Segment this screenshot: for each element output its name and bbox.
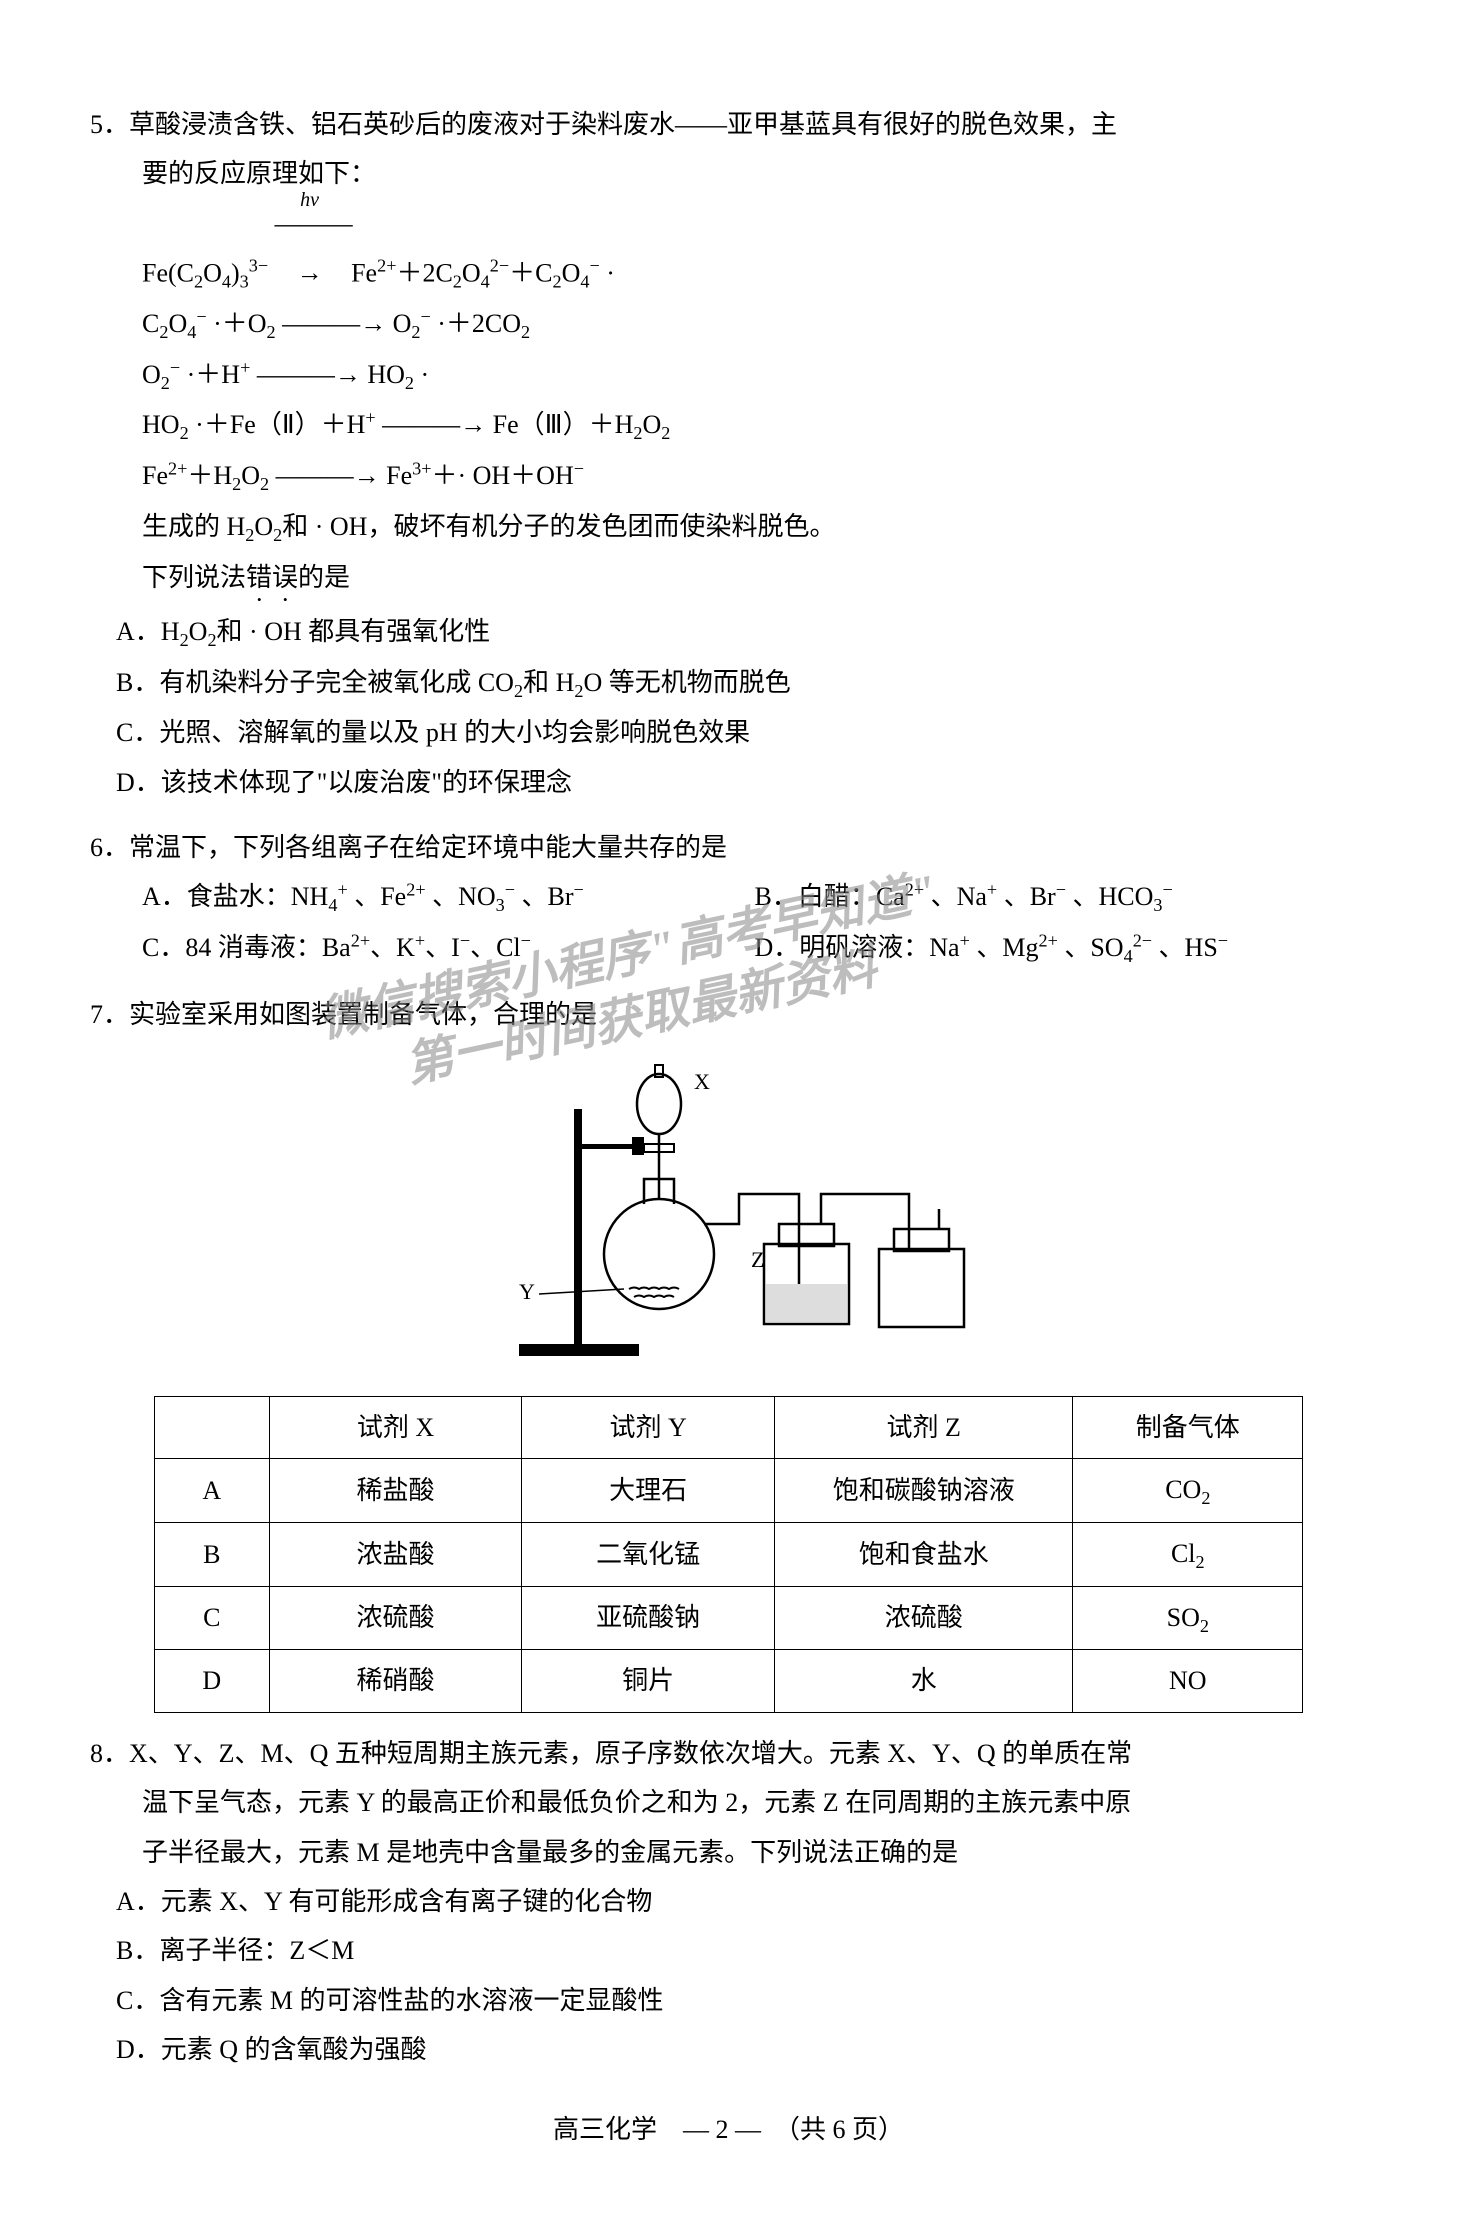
q5-option-a: A．H2O2和 · OH 都具有强氧化性 <box>90 607 1367 658</box>
q8-option-c: C．含有元素 M 的可溶性盐的水溶液一定显酸性 <box>90 1976 1367 2025</box>
question-5: 5．草酸浸渍含铁、铝石英砂后的废液对于染料废水——亚甲基蓝具有很好的脱色效果，主… <box>90 100 1367 807</box>
q5-text4: 下列说法错误的是 <box>90 553 1367 607</box>
table-row: A 稀盐酸 大理石 饱和碳酸钠溶液 CO2 <box>154 1459 1302 1523</box>
table-row: C 浓硫酸 亚硫酸钠 浓硫酸 SO2 <box>154 1586 1302 1650</box>
q6-option-c: C．84 消毒液：Ba2+、K+、I−、Cl− <box>142 923 755 974</box>
q6-option-a: A．食盐水：NH4+ 、Fe2+ 、NO3− 、Br− <box>142 872 755 923</box>
apparatus-diagram: X Y Z <box>90 1049 1367 1385</box>
q5-eq1: Fe(C2O4)33− hv———→ Fe2+＋2C2O42−＋C2O4− · <box>90 199 1367 299</box>
page-footer: 高三化学 — 2 — （共 6 页） <box>90 2105 1367 2154</box>
q8-text1: X、Y、Z、M、Q 五种短周期主族元素，原子序数依次增大。元素 X、Y、Q 的单… <box>129 1739 1132 1768</box>
q8-text2: 温下呈气态，元素 Y 的最高正价和最低负价之和为 2，元素 Z 在同周期的主族元… <box>90 1778 1367 1827</box>
q6-text: 常温下，下列各组离子在给定环境中能大量共存的是 <box>129 833 727 862</box>
q5-eq5: Fe2+＋H2O2 ———→ Fe3+＋· OH＋OH− <box>90 451 1367 502</box>
th-gas: 制备气体 <box>1073 1396 1303 1458</box>
q5-text3: 生成的 H2O2和 · OH，破坏有机分子的发色团而使染料脱色。 <box>90 502 1367 553</box>
table-row: D 稀硝酸 铜片 水 NO <box>154 1650 1302 1712</box>
q5-eq3: O2− ·＋H+ ———→ HO2 · <box>90 350 1367 401</box>
q7-table: 试剂 X 试剂 Y 试剂 Z 制备气体 A 稀盐酸 大理石 饱和碳酸钠溶液 CO… <box>154 1396 1303 1713</box>
svg-text:X: X <box>694 1069 710 1094</box>
q6-number: 6． <box>90 833 129 862</box>
q8-option-a: A．元素 X、Y 有可能形成含有离子键的化合物 <box>90 1877 1367 1926</box>
q5-number: 5． <box>90 110 129 139</box>
q7-stem: 7．实验室采用如图装置制备气体，合理的是 <box>90 990 1367 1039</box>
q8-option-b: B．离子半径：Z＜M <box>90 1926 1367 1975</box>
q6-option-b: B．白醋：Ca2+ 、Na+ 、Br− 、HCO3− <box>755 872 1368 923</box>
q8-number: 8． <box>90 1739 129 1768</box>
q5-eq2: C2O4− ·＋O2 ———→ O2− ·＋2CO2 <box>90 299 1367 350</box>
q7-number: 7． <box>90 1000 129 1029</box>
q5-stem-line1: 5．草酸浸渍含铁、铝石英砂后的废液对于染料废水——亚甲基蓝具有很好的脱色效果，主 <box>90 100 1367 149</box>
question-7: 7．实验室采用如图装置制备气体，合理的是 微信搜索小程序"高考早知道" 第一时间… <box>90 990 1367 1713</box>
svg-text:Z: Z <box>751 1247 764 1272</box>
q5-option-b: B．有机染料分子完全被氧化成 CO2和 H2O 等无机物而脱色 <box>90 658 1367 709</box>
th-y: 试剂 Y <box>522 1396 775 1458</box>
q6-stem: 6．常温下，下列各组离子在给定环境中能大量共存的是 <box>90 823 1367 872</box>
th-blank <box>154 1396 269 1458</box>
q5-text1: 草酸浸渍含铁、铝石英砂后的废液对于染料废水——亚甲基蓝具有很好的脱色效果，主 <box>129 110 1117 139</box>
q6-row2: C．84 消毒液：Ba2+、K+、I−、Cl− D．明矾溶液：Na+ 、Mg2+… <box>90 923 1367 974</box>
apparatus-svg: X Y Z <box>449 1049 1009 1369</box>
q5-eq4: HO2 ·＋Fe（Ⅱ）＋H+ ———→ Fe（Ⅲ）＋H2O2 <box>90 400 1367 451</box>
svg-text:Y: Y <box>519 1279 535 1304</box>
th-z: 试剂 Z <box>774 1396 1073 1458</box>
q7-text: 实验室采用如图装置制备气体，合理的是 <box>129 1000 597 1029</box>
table-header-row: 试剂 X 试剂 Y 试剂 Z 制备气体 <box>154 1396 1302 1458</box>
th-x: 试剂 X <box>269 1396 522 1458</box>
q8-option-d: D．元素 Q 的含氧酸为强酸 <box>90 2025 1367 2074</box>
q6-option-d: D．明矾溶液：Na+ 、Mg2+ 、SO42− 、HS− <box>755 923 1368 974</box>
q8-line1: 8．X、Y、Z、M、Q 五种短周期主族元素，原子序数依次增大。元素 X、Y、Q … <box>90 1729 1367 1778</box>
question-6: 6．常温下，下列各组离子在给定环境中能大量共存的是 A．食盐水：NH4+ 、Fe… <box>90 823 1367 974</box>
q6-row1: A．食盐水：NH4+ 、Fe2+ 、NO3− 、Br− B．白醋：Ca2+ 、N… <box>90 872 1367 923</box>
q5-option-d: D．该技术体现了"以废治废"的环保理念 <box>90 758 1367 807</box>
q8-text3: 子半径最大，元素 M 是地壳中含量最多的金属元素。下列说法正确的是 <box>90 1828 1367 1877</box>
page-content: 5．草酸浸渍含铁、铝石英砂后的废液对于染料废水——亚甲基蓝具有很好的脱色效果，主… <box>90 100 1367 2154</box>
table-row: B 浓盐酸 二氧化锰 饱和食盐水 Cl2 <box>154 1522 1302 1586</box>
question-8: 8．X、Y、Z、M、Q 五种短周期主族元素，原子序数依次增大。元素 X、Y、Q … <box>90 1729 1367 2075</box>
q5-option-c: C．光照、溶解氧的量以及 pH 的大小均会影响脱色效果 <box>90 708 1367 757</box>
